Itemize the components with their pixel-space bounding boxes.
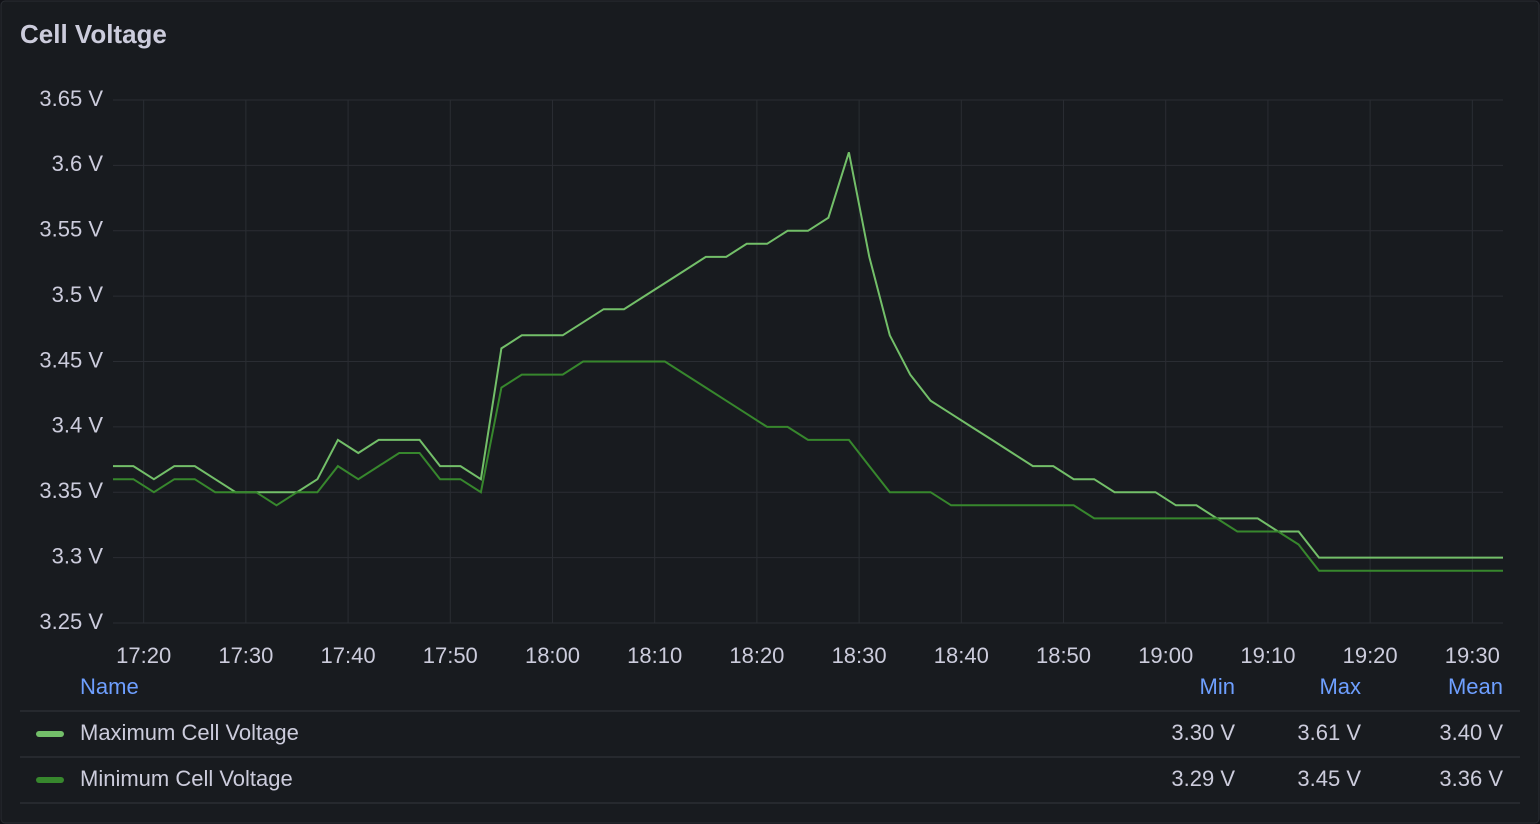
legend-swatch bbox=[36, 731, 64, 737]
x-tick-label: 18:00 bbox=[525, 643, 580, 668]
x-tick-label: 17:30 bbox=[218, 643, 273, 668]
legend-stat: 3.61 V bbox=[1297, 720, 1361, 745]
legend-header[interactable]: Max bbox=[1319, 674, 1361, 699]
legend-header[interactable]: Mean bbox=[1448, 674, 1503, 699]
legend-entry[interactable]: Maximum Cell Voltage bbox=[80, 720, 299, 745]
x-tick-label: 18:10 bbox=[627, 643, 682, 668]
y-tick-label: 3.3 V bbox=[52, 543, 104, 568]
legend-header[interactable]: Min bbox=[1200, 674, 1235, 699]
x-tick-label: 18:30 bbox=[832, 643, 887, 668]
y-tick-label: 3.55 V bbox=[39, 217, 103, 242]
legend-stat: 3.36 V bbox=[1439, 766, 1503, 791]
legend-header[interactable]: Name bbox=[80, 674, 139, 699]
y-tick-label: 3.25 V bbox=[39, 609, 103, 634]
x-tick-label: 18:40 bbox=[934, 643, 989, 668]
x-tick-label: 17:20 bbox=[116, 643, 171, 668]
legend-entry[interactable]: Minimum Cell Voltage bbox=[80, 766, 293, 791]
x-tick-label: 19:20 bbox=[1343, 643, 1398, 668]
legend-stat: 3.40 V bbox=[1439, 720, 1503, 745]
x-tick-label: 17:50 bbox=[423, 643, 478, 668]
x-tick-label: 19:10 bbox=[1240, 643, 1295, 668]
y-tick-label: 3.65 V bbox=[39, 86, 103, 111]
series-line bbox=[113, 360, 1503, 572]
x-tick-label: 18:20 bbox=[729, 643, 784, 668]
legend-swatch bbox=[36, 777, 64, 783]
legend-stat: 3.45 V bbox=[1297, 766, 1361, 791]
y-tick-label: 3.45 V bbox=[39, 347, 103, 372]
y-tick-label: 3.4 V bbox=[52, 413, 104, 438]
x-tick-label: 18:50 bbox=[1036, 643, 1091, 668]
series-line bbox=[113, 152, 1503, 559]
legend-stat: 3.30 V bbox=[1171, 720, 1235, 745]
x-tick-label: 19:00 bbox=[1138, 643, 1193, 668]
y-tick-label: 3.5 V bbox=[52, 282, 104, 307]
panel-title: Cell Voltage bbox=[20, 19, 167, 49]
x-tick-label: 19:30 bbox=[1445, 643, 1500, 668]
legend-stat: 3.29 V bbox=[1171, 766, 1235, 791]
y-tick-label: 3.35 V bbox=[39, 478, 103, 503]
y-tick-label: 3.6 V bbox=[52, 151, 104, 176]
x-tick-label: 17:40 bbox=[321, 643, 376, 668]
